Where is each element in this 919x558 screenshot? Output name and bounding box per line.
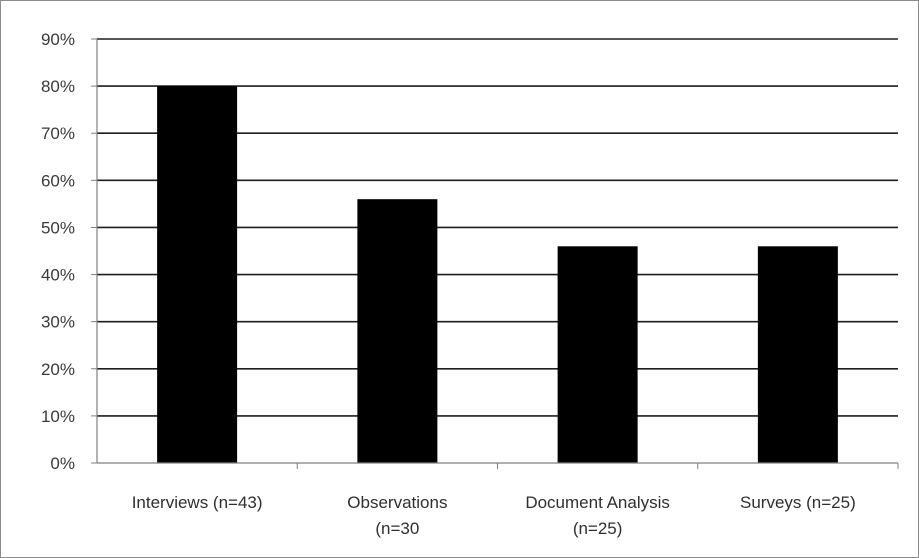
x-category-label: (n=25) xyxy=(573,519,623,538)
y-tick-labels: 0% 10% 20% 30% 40% 50% 60% 70% 80% 90% xyxy=(41,30,75,473)
bars xyxy=(157,86,838,463)
y-tick-label: 70% xyxy=(41,124,75,143)
bar xyxy=(557,246,638,463)
y-tick-label: 40% xyxy=(41,266,75,285)
x-category-label: (n=30 xyxy=(375,519,419,538)
bar xyxy=(757,246,838,463)
x-category-label: Document Analysis xyxy=(525,493,670,512)
y-tick-label: 90% xyxy=(41,30,75,49)
y-tick-label: 10% xyxy=(41,407,75,426)
y-tick-label: 80% xyxy=(41,77,75,96)
y-tick-label: 60% xyxy=(41,171,75,190)
y-tick-label: 20% xyxy=(41,360,75,379)
y-tick-label: 30% xyxy=(41,313,75,332)
x-category-label: Surveys (n=25) xyxy=(740,493,856,512)
x-category-label: Observations xyxy=(347,493,447,512)
axes xyxy=(91,38,899,469)
x-category-labels: Interviews (n=43) Observations (n=30 Docume… xyxy=(132,493,856,538)
bar xyxy=(357,199,438,463)
x-category-label: Interviews (n=43) xyxy=(132,493,263,512)
y-tick-label: 50% xyxy=(41,218,75,237)
bar xyxy=(157,86,238,463)
y-tick-label: 0% xyxy=(50,454,75,473)
